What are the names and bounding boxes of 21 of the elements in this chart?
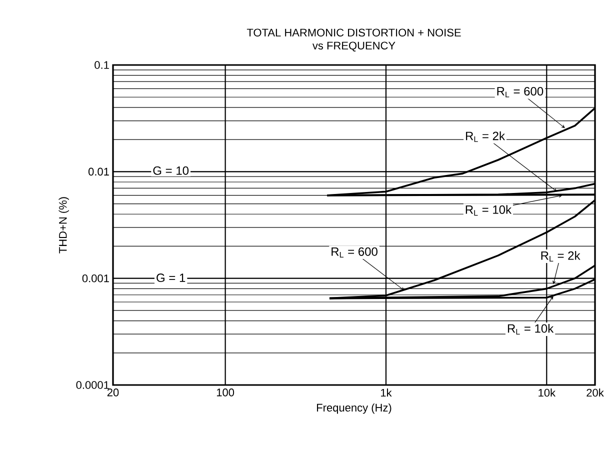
chart-title: TOTAL HARMONIC DISTORTION + NOISE	[246, 28, 461, 37]
x-tick-label: 10k	[538, 388, 556, 397]
y-axis-title: THD+N (%)	[58, 197, 69, 254]
x-axis-title: Frequency (Hz)	[317, 403, 392, 414]
annotation: R$_{L}$ = 600	[497, 87, 544, 98]
y-tick-label: 0.0001	[76, 381, 109, 389]
annotation: G = 1	[156, 274, 186, 282]
y-tick-label: 0.001	[82, 274, 109, 282]
y-tick-label: 0.01	[88, 168, 109, 176]
chart-subtitle: vs FREQUENCY	[312, 42, 396, 52]
annotation: R$_{L}$ = 600	[332, 247, 378, 258]
annotation: R$_{L}$ = 2k	[541, 251, 580, 262]
x-tick-label: 100	[216, 388, 234, 396]
annotation: R$_{L}$ = 2k	[466, 131, 505, 142]
annotation: R$_{L}$ = 10k	[508, 324, 554, 334]
x-tick-label: 20	[107, 388, 119, 396]
x-tick-label: 20k	[586, 388, 604, 397]
annotation: G = 10	[153, 166, 189, 175]
annotation: R$_{L}$ = 10k	[466, 205, 512, 216]
y-tick-label: 0.1	[94, 61, 109, 69]
x-tick-label: 1k	[381, 388, 392, 397]
